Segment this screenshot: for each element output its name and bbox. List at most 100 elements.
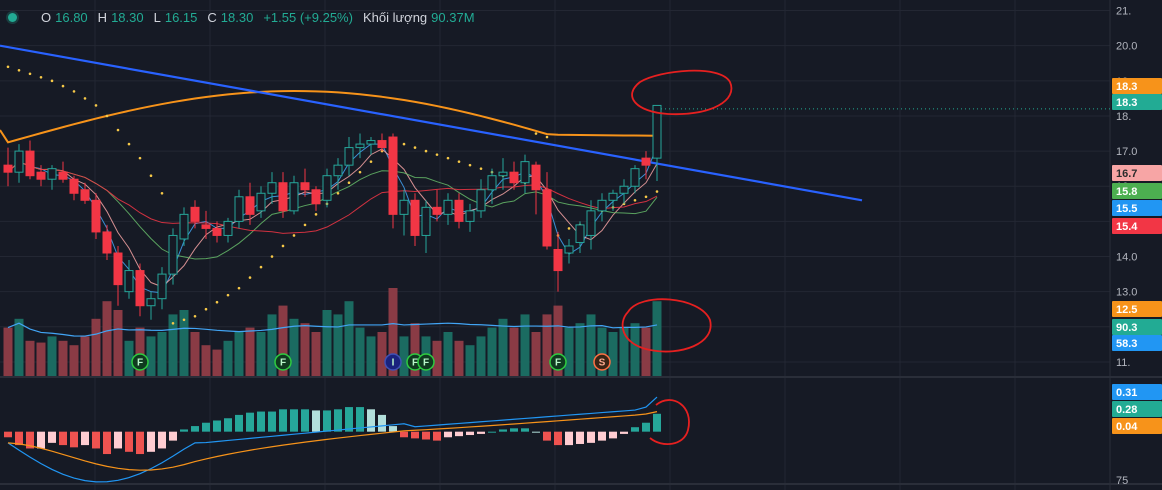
candle-body[interactable] (553, 248, 563, 272)
candle-body[interactable] (91, 199, 101, 233)
symbol-status-icon[interactable] (8, 12, 17, 22)
price-axis-tick: 20.0 (1116, 41, 1137, 53)
volume-bar (102, 301, 112, 376)
candle-body[interactable] (597, 199, 607, 212)
oscillator-bar (180, 429, 188, 432)
close-value: 18.30 (220, 9, 254, 25)
candle-body[interactable] (377, 140, 387, 149)
volume-bar (432, 340, 442, 376)
candle-body[interactable] (586, 210, 596, 236)
volume-bar (476, 336, 486, 376)
candle-body[interactable] (179, 213, 189, 240)
candle-body[interactable] (267, 182, 277, 194)
candle-body[interactable] (58, 171, 68, 180)
price-tag (1112, 301, 1162, 317)
candle-body[interactable] (465, 210, 475, 222)
candle-body[interactable] (80, 189, 90, 201)
candle-body[interactable] (322, 175, 332, 201)
candle-body[interactable] (333, 164, 343, 177)
volume-bar (454, 340, 464, 376)
candle-body[interactable] (630, 168, 640, 187)
price-axis-tick: 21. (1116, 6, 1131, 18)
candle-body[interactable] (135, 270, 145, 307)
candle-body[interactable] (476, 189, 486, 212)
volume-bar (465, 345, 475, 376)
candle-body[interactable] (366, 140, 376, 145)
event-marker[interactable] (417, 353, 435, 371)
oscillator-bar (202, 422, 210, 432)
oscillator-bar (477, 431, 485, 434)
candle-body[interactable] (256, 192, 266, 212)
candle-body[interactable] (410, 199, 420, 236)
candle-body[interactable] (344, 147, 354, 166)
candle-body[interactable] (25, 150, 35, 177)
candle-body[interactable] (69, 178, 79, 194)
candle-body[interactable] (36, 171, 46, 180)
event-marker-label: F (555, 358, 561, 369)
candle-body[interactable] (3, 164, 13, 173)
candle-body[interactable] (278, 182, 288, 212)
candle-body[interactable] (146, 298, 156, 307)
candle-body[interactable] (47, 168, 57, 180)
volume-bar (410, 323, 420, 376)
oscillator-bar (26, 431, 34, 449)
candle-body[interactable] (454, 199, 464, 222)
oscillator-bar (609, 431, 617, 439)
event-marker[interactable] (131, 353, 149, 371)
candle-body[interactable] (443, 199, 453, 215)
candle-body[interactable] (201, 224, 211, 229)
candle-body[interactable] (432, 206, 442, 215)
macd-line (7, 396, 658, 483)
volume-bar (619, 327, 629, 376)
candle-body[interactable] (157, 273, 167, 300)
volume-bar (366, 336, 376, 376)
candle-body[interactable] (575, 224, 585, 243)
candle-body[interactable] (388, 136, 398, 215)
candle-body[interactable] (124, 270, 134, 293)
candle-body[interactable] (300, 182, 310, 191)
oscillator-bar (147, 431, 155, 452)
candle-body[interactable] (520, 161, 530, 184)
candle-body[interactable] (487, 175, 497, 191)
candle-body[interactable] (311, 189, 321, 205)
candle-body[interactable] (619, 185, 629, 194)
candle-body[interactable] (641, 157, 651, 166)
candle-body[interactable] (102, 231, 112, 254)
sar-dot (39, 76, 43, 79)
candle-body[interactable] (289, 182, 299, 212)
volume-bar (124, 340, 134, 376)
candle-body[interactable] (234, 196, 244, 222)
sar-dot (259, 265, 263, 269)
event-marker[interactable] (549, 353, 567, 371)
price-axis-tick: 17.0 (1116, 146, 1137, 158)
candle-body[interactable] (498, 171, 508, 177)
candle-body[interactable] (168, 234, 178, 275)
candle-body[interactable] (509, 171, 519, 184)
candle-body[interactable] (212, 227, 222, 236)
event-marker[interactable] (384, 353, 402, 371)
event-marker[interactable] (274, 353, 292, 371)
candle-body[interactable] (14, 150, 24, 173)
volume-bar (498, 318, 508, 376)
volume-bar (14, 318, 24, 376)
candle-body[interactable] (564, 245, 574, 254)
candle-body[interactable] (190, 206, 200, 222)
candle-body[interactable] (531, 164, 541, 191)
candle-body[interactable] (542, 189, 552, 247)
candle-body[interactable] (421, 206, 431, 236)
candle-body[interactable] (223, 220, 233, 236)
oscillator-bar (356, 407, 364, 432)
candle-body[interactable] (652, 104, 662, 159)
volume-bar (234, 332, 244, 376)
candle-body[interactable] (355, 143, 365, 149)
candle-body[interactable] (245, 196, 255, 215)
candle-body[interactable] (399, 199, 409, 215)
oscillator-bar (444, 431, 452, 438)
event-marker[interactable] (593, 353, 611, 371)
sar-dot (182, 318, 186, 322)
trendline[interactable] (0, 44, 863, 202)
sar-dot (248, 276, 252, 279)
candle-body[interactable] (608, 192, 618, 201)
candle-body[interactable] (113, 252, 123, 286)
